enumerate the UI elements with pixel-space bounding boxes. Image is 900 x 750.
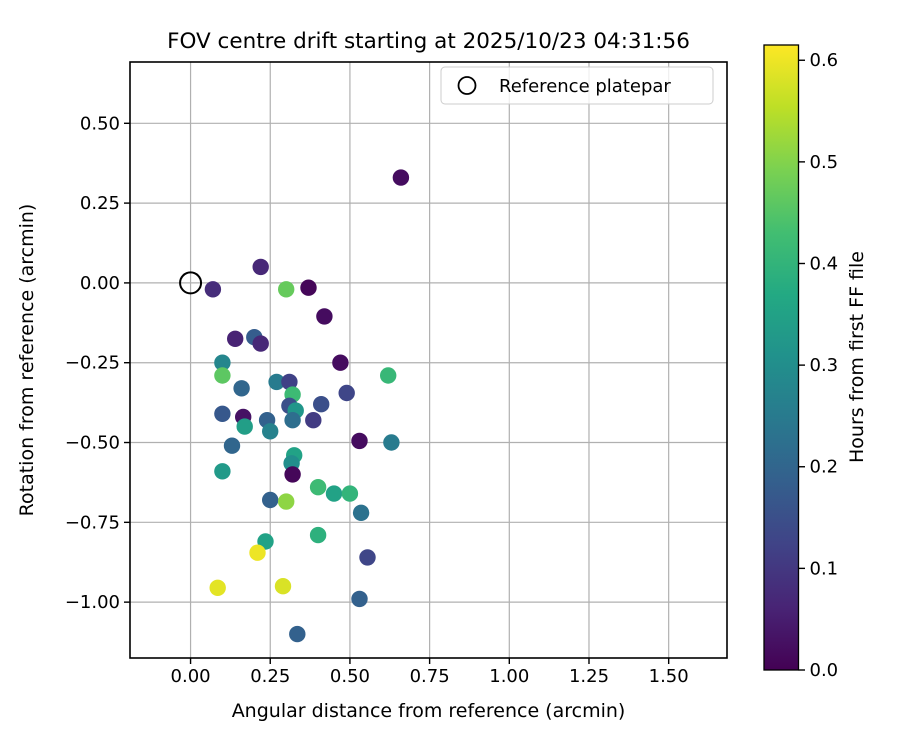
scatter-point bbox=[359, 549, 376, 566]
colorbar-tick-label: 0.4 bbox=[810, 253, 839, 274]
scatter-point bbox=[316, 308, 333, 325]
legend-box bbox=[440, 66, 714, 105]
scatter-point bbox=[252, 335, 269, 352]
scatter-point bbox=[325, 485, 343, 502]
scatter-point bbox=[281, 373, 298, 391]
scatter-point bbox=[214, 405, 231, 422]
scatter-point bbox=[252, 258, 269, 276]
x-tick-label: 0.50 bbox=[330, 666, 370, 687]
reference-platepar-marker bbox=[179, 271, 203, 295]
chart-title: FOV centre drift starting at 2025/10/23 … bbox=[167, 29, 690, 54]
legend: Reference platepar bbox=[440, 66, 714, 105]
y-tick-label: −0.25 bbox=[65, 353, 120, 374]
scatter-point bbox=[223, 437, 241, 454]
scatter-point bbox=[351, 432, 368, 450]
scatter-point bbox=[249, 544, 266, 561]
legend-open-circle-marker bbox=[457, 76, 477, 95]
scatter-point bbox=[268, 373, 285, 391]
y-tick-label: −0.50 bbox=[65, 433, 120, 454]
scatter-point bbox=[274, 578, 292, 595]
scatter-point bbox=[289, 625, 306, 643]
scatter-point bbox=[338, 384, 355, 402]
scatter-point bbox=[262, 423, 279, 440]
scatter-point bbox=[278, 281, 295, 298]
colorbar bbox=[763, 44, 800, 671]
colorbar-tick-label: 0.5 bbox=[810, 152, 839, 173]
scatter-point bbox=[214, 354, 231, 371]
scatter-point bbox=[284, 466, 301, 483]
scatter-point bbox=[392, 169, 410, 186]
legend-label: Reference platepar bbox=[499, 76, 671, 97]
colorbar-tick-label: 0.3 bbox=[810, 355, 839, 376]
x-tick-label: 1.00 bbox=[489, 666, 529, 687]
scatter-point bbox=[214, 367, 231, 384]
colorbar-tick-label: 0.2 bbox=[810, 457, 839, 478]
scatter-point bbox=[278, 493, 295, 510]
x-tick-label: 1.50 bbox=[649, 666, 689, 687]
x-tick-label: 0.00 bbox=[171, 666, 211, 687]
y-tick-label: −0.75 bbox=[65, 512, 120, 533]
scatter-point bbox=[313, 396, 330, 413]
y-tick-label: 0.50 bbox=[80, 113, 120, 134]
y-tick-label: 0.25 bbox=[80, 193, 120, 214]
scatter-point bbox=[227, 330, 244, 347]
scatter-point bbox=[262, 491, 279, 509]
colorbar-tick-label: 0.0 bbox=[810, 660, 839, 681]
scatter-point bbox=[352, 504, 370, 521]
x-tick-label: 0.25 bbox=[250, 666, 290, 687]
scatter-point bbox=[309, 526, 327, 544]
colorbar-tick-label: 0.6 bbox=[810, 50, 839, 71]
scatter-point bbox=[309, 479, 327, 496]
scatter-point bbox=[351, 590, 368, 608]
colorbar-tick-label: 0.1 bbox=[810, 558, 839, 579]
scatter-point bbox=[214, 463, 231, 480]
scatter-point bbox=[332, 354, 349, 371]
chart-generated-layer: 0.00 0.25 0.50 0.75 1.00 1.25 1.500.500.250.00… bbox=[65, 44, 839, 687]
scatter-point bbox=[209, 579, 226, 596]
scatter-point bbox=[236, 418, 253, 435]
plot-border bbox=[129, 61, 728, 659]
scatter-point bbox=[380, 367, 397, 384]
y-tick-label: 0.00 bbox=[80, 273, 120, 294]
x-axis-label: Angular distance from reference (arcmin) bbox=[232, 700, 626, 722]
x-tick-label: 0.75 bbox=[410, 666, 450, 687]
scatter-point bbox=[383, 434, 400, 451]
y-tick-label: −1.00 bbox=[65, 592, 120, 613]
scatter-point bbox=[305, 412, 322, 429]
scatter-point bbox=[204, 281, 222, 298]
y-axis-label: Rotation from reference (arcmin) bbox=[16, 204, 38, 517]
colorbar-label: Hours from first FF file bbox=[846, 251, 868, 463]
scatter-point bbox=[300, 279, 317, 296]
scatter-point bbox=[341, 485, 359, 502]
x-tick-label: 1.25 bbox=[569, 666, 609, 687]
scatter-point bbox=[233, 380, 250, 397]
scatter-point bbox=[284, 412, 301, 429]
